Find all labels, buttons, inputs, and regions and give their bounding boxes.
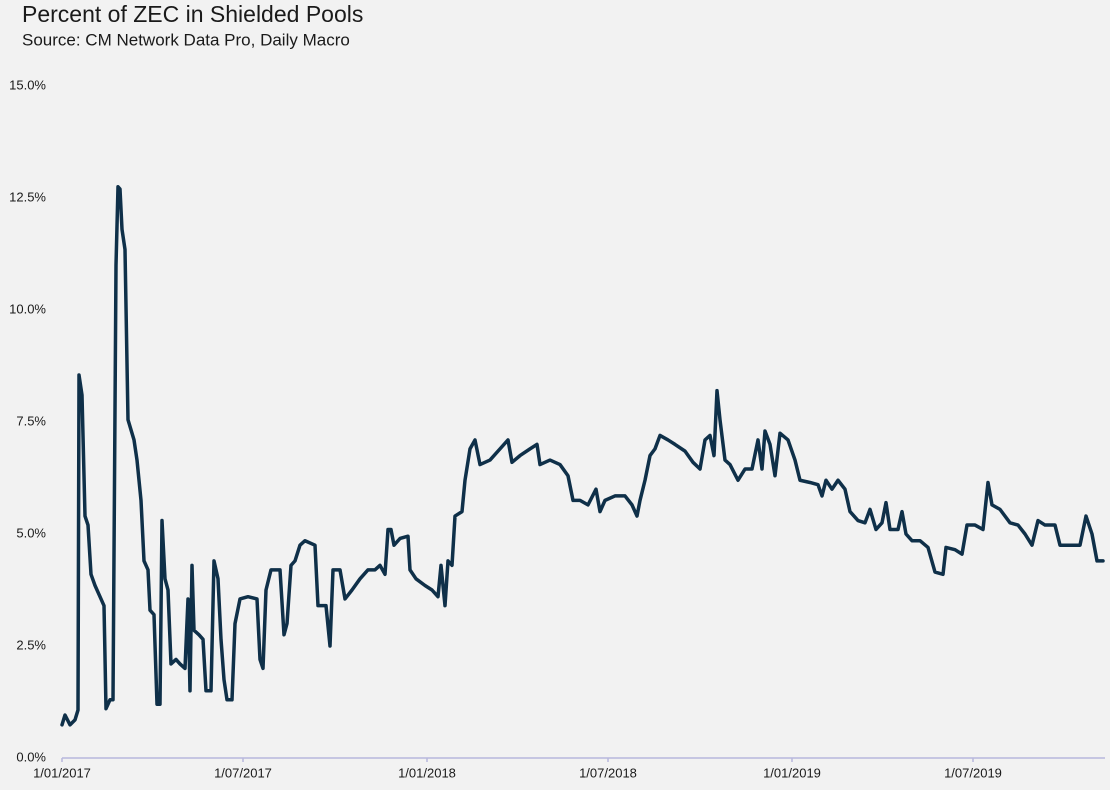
chart-title: Percent of ZEC in Shielded Pools [22, 1, 363, 27]
data-line [60, 185, 1105, 727]
chart-subtitle: Source: CM Network Data Pro, Daily Macro [22, 30, 350, 49]
x-tick-label: 1/07/2019 [944, 765, 1002, 780]
y-tick-label: 5.0% [16, 525, 46, 540]
y-tick-label: 0.0% [16, 749, 46, 764]
x-tick-label: 1/07/2018 [579, 765, 637, 780]
y-tick-label: 12.5% [9, 189, 46, 204]
x-tick-label: 1/01/2018 [398, 765, 456, 780]
y-tick-label: 7.5% [16, 413, 46, 428]
y-tick-label: 10.0% [9, 301, 46, 316]
y-tick-label: 2.5% [16, 637, 46, 652]
y-tick-label: 15.0% [9, 77, 46, 92]
x-tick-label: 1/07/2017 [214, 765, 272, 780]
x-tick-label: 1/01/2017 [33, 765, 91, 780]
x-tick-label: 1/01/2019 [763, 765, 821, 780]
